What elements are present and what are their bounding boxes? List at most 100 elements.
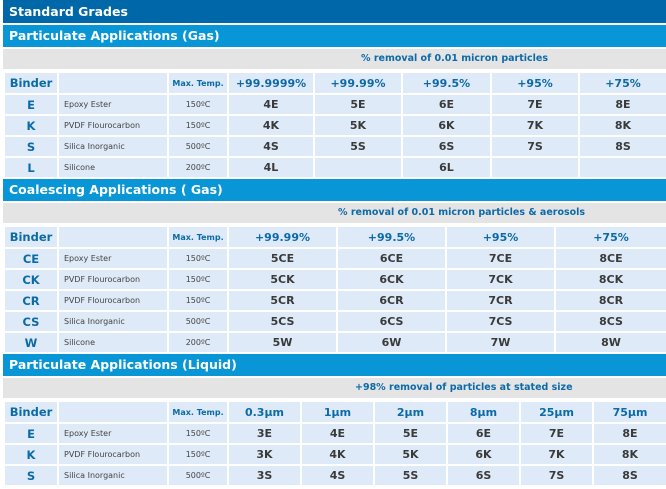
grade-cell: 8E (592, 422, 666, 445)
section-caption: % removal of 0.01 micron particles (361, 53, 549, 64)
binder-code: E (3, 422, 59, 445)
grade-cell: 6E (446, 422, 521, 445)
grade-cell: 6E (401, 93, 492, 116)
binder-code: CS (3, 310, 59, 333)
grade-cell: 6S (446, 464, 521, 487)
grade-cell: 8S (578, 135, 666, 158)
column-header-max-temp: Max. Temp. (167, 400, 229, 424)
binder-code: CK (3, 268, 59, 291)
table-row: L Silicone 200ºC 4L 6L (3, 156, 666, 179)
table-header-row: Binder Max. Temp. +99.99% +99.5% +95% +75% (3, 225, 666, 249)
column-header-description (57, 71, 169, 95)
column-header-binder: Binder (3, 225, 59, 249)
column-header-max-temp: Max. Temp. (167, 225, 229, 249)
column-header-efficiency: +95% (490, 71, 580, 95)
grade-cell: 7K (490, 114, 580, 137)
section-particulate-gas: Particulate Applications (Gas) % removal… (3, 25, 666, 179)
column-header-efficiency: +99.99% (313, 71, 403, 95)
grade-cell: 7CK (445, 268, 556, 291)
table-row: E Epoxy Ester 150ºC 4E 5E 6E 7E 8E (3, 93, 666, 116)
max-temp: 200ºC (167, 156, 229, 179)
binder-description: Epoxy Ester (57, 247, 169, 270)
binder-code: W (3, 331, 59, 354)
section-title: Particulate Applications (Liquid) (3, 354, 666, 378)
column-header-efficiency: +99.9999% (227, 71, 315, 95)
standard-grades-page: Standard Grades Particulate Applications… (3, 0, 666, 487)
binder-code: K (3, 443, 59, 466)
section-coalescing-gas: Coalescing Applications ( Gas) % removal… (3, 179, 666, 354)
grade-cell: 5W (227, 331, 338, 354)
grade-cell: 6W (336, 331, 447, 354)
grade-cell: 4S (300, 464, 375, 487)
grade-cell: 8CR (554, 289, 666, 312)
grade-cell: 4S (227, 135, 315, 158)
column-header-efficiency: 75µm (592, 400, 666, 424)
column-header-efficiency: 8µm (446, 400, 521, 424)
table-row: W Silicone 200ºC 5W 6W 7W 8W (3, 331, 666, 354)
max-temp: 150ºC (167, 93, 229, 116)
column-header-efficiency: +99.5% (401, 71, 492, 95)
binder-description: Silicone (57, 156, 169, 179)
column-header-efficiency: +99.99% (227, 225, 338, 249)
grade-cell: 4K (300, 443, 375, 466)
binder-description: Silica Inorganic (57, 464, 169, 487)
max-temp: 150ºC (167, 247, 229, 270)
grade-cell: 6CE (336, 247, 447, 270)
grade-cell: 5K (373, 443, 448, 466)
grade-cell: 5S (313, 135, 403, 158)
binder-description: Silica Inorganic (57, 310, 169, 333)
section-caption: % removal of 0.01 micron particles & aer… (338, 207, 586, 218)
grade-cell: 6K (401, 114, 492, 137)
grade-cell: 8K (592, 443, 666, 466)
table-row: S Silica Inorganic 500ºC 4S 5S 6S 7S 8S (3, 135, 666, 158)
grade-cell: 6K (446, 443, 521, 466)
table-header-row: Binder Max. Temp. 0.3µm 1µm 2µm 8µm 25µm 75µm (3, 400, 666, 424)
table-row: K PVDF Flourocarbon 150ºC 3K 4K 5K 6K 7K 8K (3, 443, 666, 466)
grade-cell: 4E (300, 422, 375, 445)
grade-cell: 5CK (227, 268, 338, 291)
grade-cell: 7E (490, 93, 580, 116)
grade-cell: 7K (519, 443, 594, 466)
max-temp: 500ºC (167, 310, 229, 333)
grade-cell: 6CK (336, 268, 447, 291)
max-temp: 200ºC (167, 331, 229, 354)
max-temp: 500ºC (167, 464, 229, 487)
max-temp: 150ºC (167, 268, 229, 291)
page-title: Standard Grades (3, 0, 666, 25)
max-temp: 150ºC (167, 422, 229, 445)
grade-cell: 3E (227, 422, 302, 445)
grade-cell: 3K (227, 443, 302, 466)
grade-cell: 8K (578, 114, 666, 137)
grade-cell: 6CS (336, 310, 447, 333)
binder-code: CE (3, 247, 59, 270)
binder-code: CR (3, 289, 59, 312)
binder-code: L (3, 156, 59, 179)
max-temp: 150ºC (167, 114, 229, 137)
grade-cell: 6CR (336, 289, 447, 312)
grade-cell (313, 156, 403, 179)
column-header-efficiency: 2µm (373, 400, 448, 424)
grade-cell: 4K (227, 114, 315, 137)
binder-code: S (3, 135, 59, 158)
column-header-efficiency: +75% (554, 225, 666, 249)
grade-cell: 6S (401, 135, 492, 158)
grade-cell: 8CK (554, 268, 666, 291)
grade-cell: 6L (401, 156, 492, 179)
grade-cell: 5CS (227, 310, 338, 333)
grade-cell: 7CS (445, 310, 556, 333)
max-temp: 150ºC (167, 289, 229, 312)
grade-cell: 7E (519, 422, 594, 445)
binder-code: E (3, 93, 59, 116)
grade-cell: 4L (227, 156, 315, 179)
binder-code: S (3, 464, 59, 487)
grades-table: Binder Max. Temp. +99.9999% +99.99% +99.5% +9… (3, 71, 666, 179)
section-caption-row: +98% removal of particles at stated size (3, 378, 666, 400)
grade-cell: 5E (373, 422, 448, 445)
column-header-efficiency: +75% (578, 71, 666, 95)
binder-description: Epoxy Ester (57, 93, 169, 116)
grade-cell: 8W (554, 331, 666, 354)
binder-description: Epoxy Ester (57, 422, 169, 445)
grade-cell: 8CS (554, 310, 666, 333)
table-header-row: Binder Max. Temp. +99.9999% +99.99% +99.5% +9… (3, 71, 666, 95)
binder-description: Silica Inorganic (57, 135, 169, 158)
